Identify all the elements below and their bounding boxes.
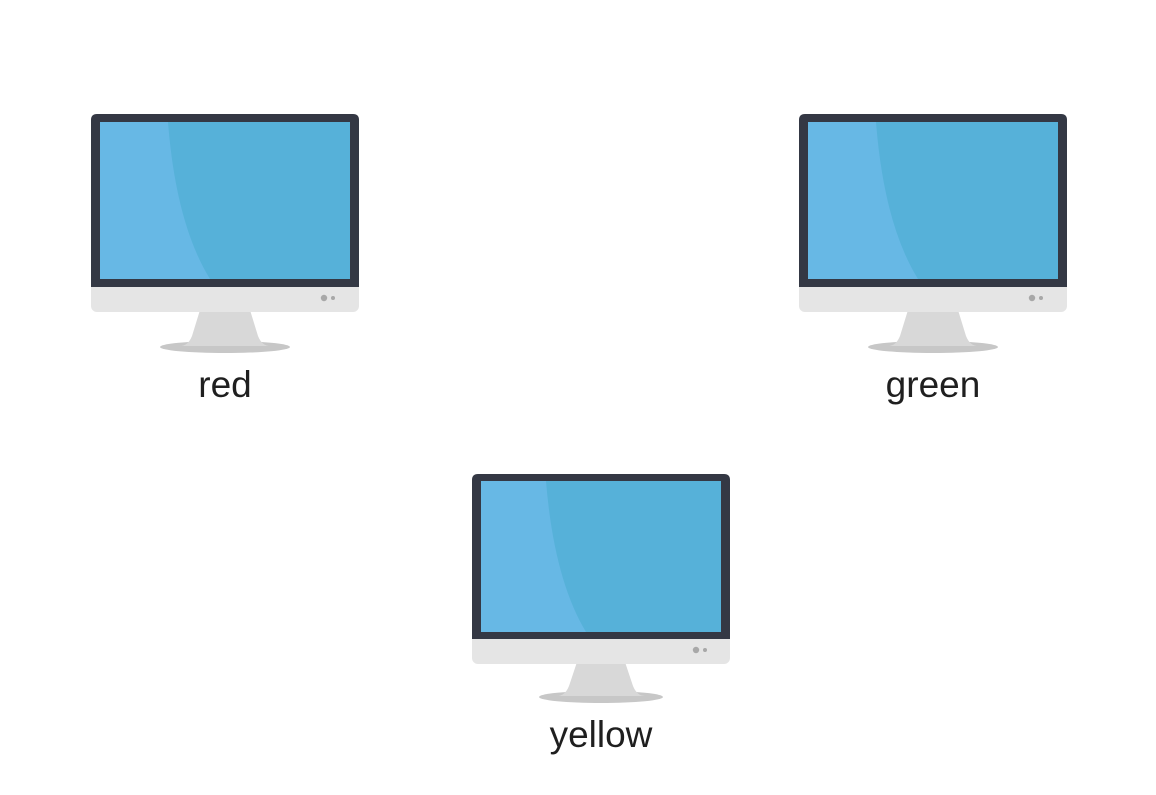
node-label: red <box>198 364 252 405</box>
node-yellow[interactable]: yellow <box>472 474 730 756</box>
monitor-icon <box>472 474 730 703</box>
node-green[interactable]: green <box>798 114 1068 404</box>
node-label: yellow <box>549 714 653 755</box>
monitor-icon <box>91 114 359 353</box>
node-red[interactable]: red <box>90 114 360 404</box>
monitor-icon <box>799 114 1067 353</box>
node-label: green <box>885 364 981 405</box>
